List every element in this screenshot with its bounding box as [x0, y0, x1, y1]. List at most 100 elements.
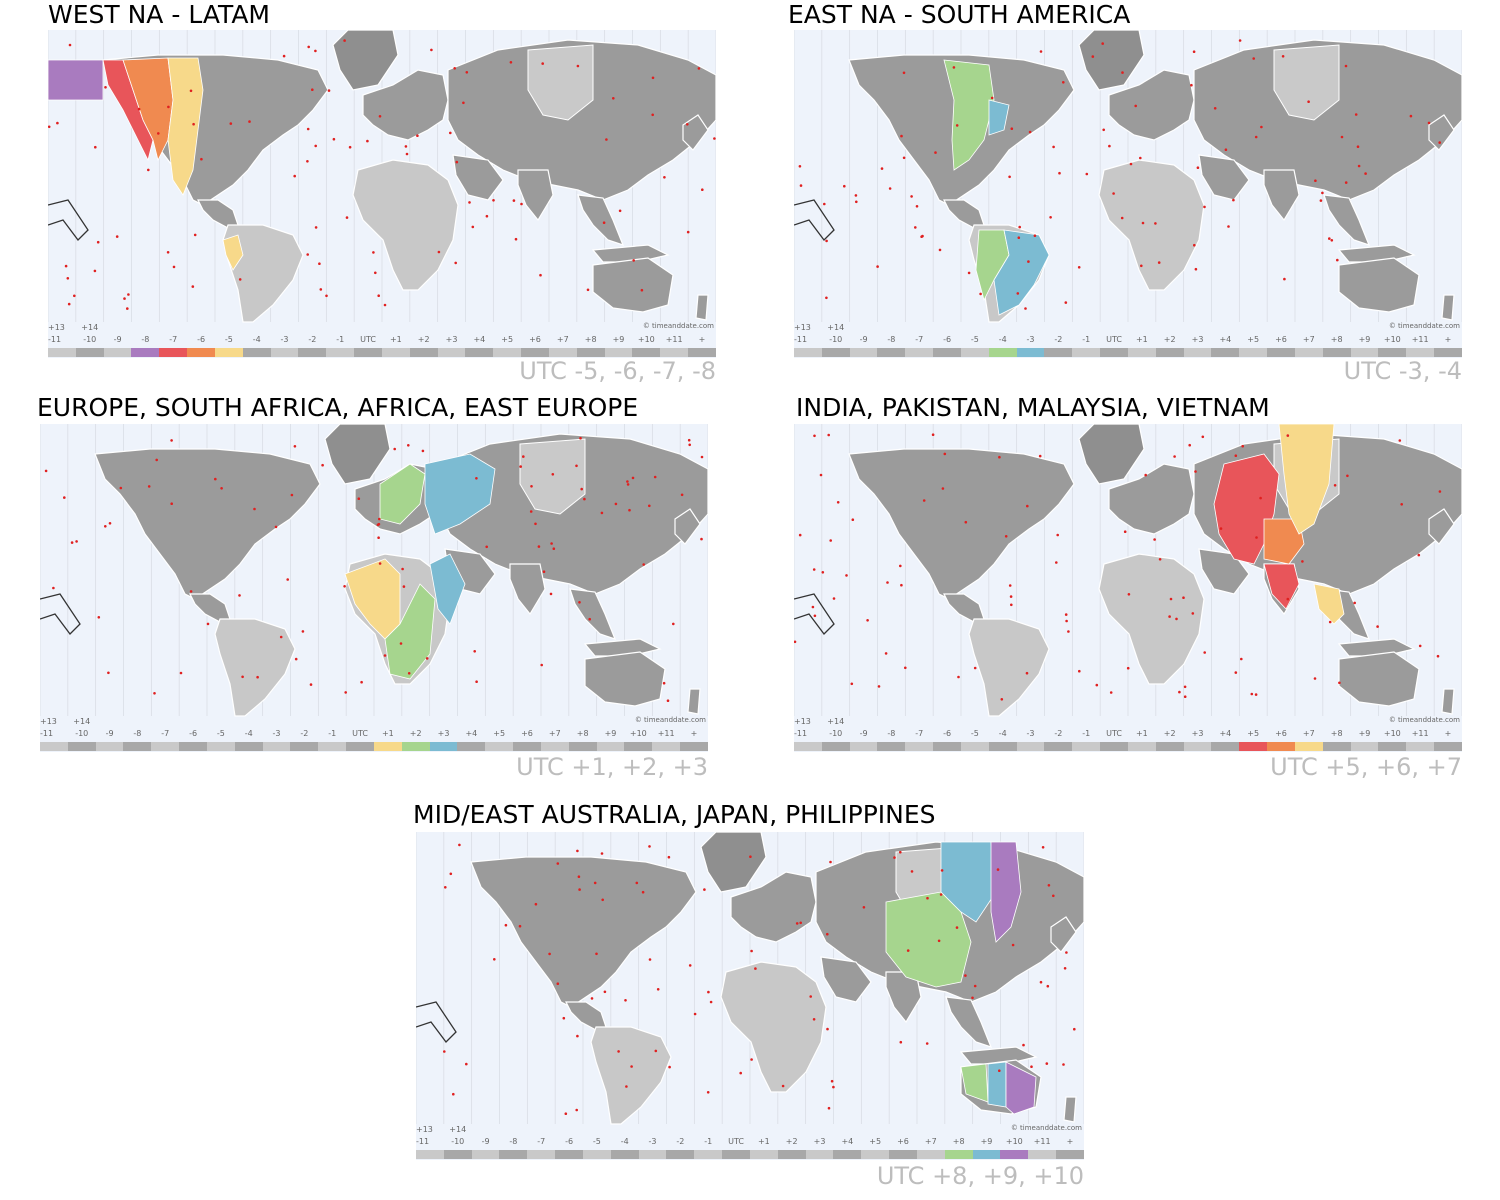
offset-label: +13 — [794, 717, 811, 726]
city-dot — [809, 995, 812, 998]
city-dot — [1046, 984, 1050, 988]
city-dot — [825, 239, 828, 243]
city-dot — [1353, 601, 1356, 605]
city-dot — [293, 445, 297, 448]
city-dot — [311, 88, 314, 91]
timezone-label: -6 — [943, 335, 952, 344]
city-dot — [1109, 691, 1113, 694]
landmass-europe — [1108, 69, 1195, 141]
panel-west-na-latam: WEST NA - LATAM +13 +14 © timeanddate.com -… — [48, 0, 716, 390]
landmass-japan — [1428, 508, 1455, 545]
timezone-label: +5 — [1247, 335, 1260, 344]
landmass-australia — [1338, 257, 1420, 313]
city-dot — [654, 1049, 658, 1053]
timezone-swatch — [75, 348, 104, 357]
city-dot — [1183, 695, 1187, 698]
city-dot — [866, 619, 869, 622]
timezone-label: -4 — [998, 729, 1007, 738]
landmass-asia — [447, 39, 716, 201]
dateline-marker — [416, 1001, 457, 1043]
city-dot — [686, 230, 690, 234]
city-dot — [850, 682, 854, 686]
city-dot — [877, 685, 881, 688]
city-dot — [465, 1062, 468, 1066]
timezone-label: -5 — [216, 729, 225, 738]
city-dot — [1139, 156, 1142, 160]
landmass-australia — [592, 257, 674, 313]
timezone-label: +6 — [521, 729, 533, 738]
landmass-namerica — [470, 856, 697, 1008]
timezone-swatch — [1016, 742, 1045, 751]
city-dot — [899, 850, 902, 854]
timezone-swatch — [1239, 348, 1268, 357]
timezone-label: +11 — [1411, 729, 1429, 738]
map-svg — [416, 832, 1084, 1125]
city-dot — [548, 952, 551, 956]
timezone-swatch — [270, 348, 299, 357]
city-dot — [855, 200, 858, 204]
timezone-label: +5 — [869, 1137, 882, 1146]
landmass-africa — [352, 159, 459, 291]
dateline-offsets: +13 +14 — [48, 323, 104, 332]
timezone-axis: -11 -10 -9 -8 -7 -6 -5 -4 -3 -2 -1 UTC +1 +2 +3 +4 +5 +6 +… — [40, 729, 708, 738]
timezone-label: +7 — [556, 335, 569, 344]
city-dot — [829, 860, 832, 864]
timezone-label: -8 — [887, 335, 896, 344]
panel-title: INDIA, PAKISTAN, MALAYSIA, VIETNAM — [796, 393, 1270, 422]
city-dot — [462, 101, 465, 105]
timezone-label: -11 — [794, 335, 808, 344]
landmass-indonesia — [591, 244, 670, 263]
landmass-indonesia — [1337, 244, 1416, 263]
city-dot — [821, 571, 825, 574]
city-dot — [229, 122, 233, 125]
timezone-swatch — [905, 742, 934, 751]
city-dot — [1108, 144, 1111, 148]
timezone-swatch — [1127, 742, 1156, 751]
timezone-swatch — [159, 348, 188, 357]
city-dot — [214, 477, 217, 481]
city-dot — [971, 996, 974, 1000]
city-dot — [829, 539, 832, 542]
panel-title: EAST NA - SOUTH AMERICA — [788, 0, 1131, 29]
city-dot — [1010, 127, 1014, 130]
city-dot — [63, 496, 66, 499]
timezone-axis: -11 -10 -9 -8 -7 -6 -5 -4 -3 -2 -1 UTC +1 +2 +3 +4 +5 +6 +… — [48, 335, 716, 344]
timezone-label: -10 — [451, 1137, 465, 1146]
timezone-color-bar — [40, 742, 708, 751]
timezone-swatch — [290, 742, 319, 751]
timezone-label: -8 — [133, 729, 142, 738]
city-dot — [56, 121, 59, 125]
landmass-india — [509, 563, 546, 616]
city-dot — [812, 1018, 816, 1021]
city-dot — [290, 493, 294, 497]
timezone-label: +2 — [785, 1137, 798, 1146]
city-dot — [1018, 225, 1021, 229]
landmass-japan — [1050, 916, 1077, 953]
world-map: +13 +14 © timeanddate.com -11 -10 -9 -8 -7 -6 -5-… — [48, 30, 716, 358]
timezone-swatch — [1044, 348, 1073, 357]
city-dot — [64, 264, 68, 268]
city-dot — [799, 184, 803, 187]
city-dot — [794, 640, 797, 644]
city-dot — [937, 939, 941, 943]
city-dot — [1027, 260, 1030, 263]
landmass-centralam — [565, 1001, 607, 1031]
timezone-swatch — [933, 348, 961, 357]
city-dot — [458, 843, 461, 847]
city-dot — [556, 982, 560, 985]
city-dot — [651, 113, 654, 117]
city-dot — [1085, 172, 1089, 176]
timezone-label: +4 — [1219, 335, 1232, 344]
map-credit: © timeanddate.com — [1388, 716, 1460, 724]
city-dot — [192, 122, 195, 126]
city-dot — [1017, 236, 1021, 239]
city-dot — [600, 852, 604, 855]
dateline-marker — [48, 199, 89, 241]
timezone-swatch — [960, 742, 989, 751]
landmass-centralam — [943, 593, 985, 623]
timezone-swatch — [610, 1150, 639, 1159]
timezone-label: +8 — [576, 729, 589, 738]
landmass-japan — [1428, 114, 1455, 151]
timezone-swatch — [988, 348, 1017, 357]
timezone-swatch — [960, 348, 989, 357]
